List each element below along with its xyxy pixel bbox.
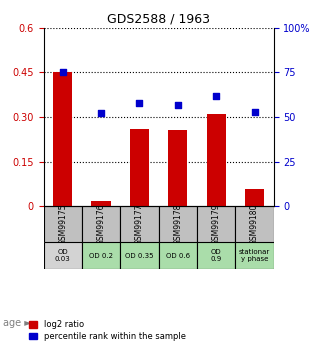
FancyBboxPatch shape — [159, 207, 197, 242]
Text: GSM99178: GSM99178 — [173, 204, 182, 245]
Point — [60, 70, 65, 75]
Legend: log2 ratio, percentile rank within the sample: log2 ratio, percentile rank within the s… — [29, 321, 186, 341]
FancyBboxPatch shape — [82, 207, 120, 242]
Bar — [91, 200, 111, 207]
Text: stationar
y phase: stationar y phase — [239, 249, 270, 262]
FancyBboxPatch shape — [120, 242, 159, 269]
FancyBboxPatch shape — [235, 207, 274, 242]
Text: GSM99175: GSM99175 — [58, 204, 67, 245]
Point — [175, 102, 180, 107]
Text: GSM99177: GSM99177 — [135, 204, 144, 245]
Point — [252, 109, 257, 115]
FancyBboxPatch shape — [120, 207, 159, 242]
Text: age ►: age ► — [3, 318, 32, 327]
FancyBboxPatch shape — [197, 242, 235, 269]
FancyBboxPatch shape — [197, 207, 235, 242]
Bar — [130, 129, 149, 207]
Bar — [245, 189, 264, 207]
Text: OD 0.6: OD 0.6 — [166, 253, 190, 259]
Point — [99, 111, 104, 116]
Point — [214, 93, 219, 98]
Title: GDS2588 / 1963: GDS2588 / 1963 — [107, 12, 210, 25]
FancyBboxPatch shape — [44, 242, 82, 269]
FancyBboxPatch shape — [44, 207, 82, 242]
Bar — [168, 130, 187, 207]
Text: GSM99176: GSM99176 — [97, 204, 105, 245]
Text: GSM99180: GSM99180 — [250, 204, 259, 245]
Text: OD
0.9: OD 0.9 — [211, 249, 222, 262]
Text: OD 0.35: OD 0.35 — [125, 253, 154, 259]
Text: GSM99179: GSM99179 — [212, 204, 220, 245]
FancyBboxPatch shape — [235, 242, 274, 269]
Bar — [207, 114, 226, 207]
FancyBboxPatch shape — [82, 242, 120, 269]
Text: OD
0.03: OD 0.03 — [55, 249, 71, 262]
Bar — [53, 72, 72, 207]
FancyBboxPatch shape — [159, 242, 197, 269]
Point — [137, 100, 142, 106]
Text: OD 0.2: OD 0.2 — [89, 253, 113, 259]
